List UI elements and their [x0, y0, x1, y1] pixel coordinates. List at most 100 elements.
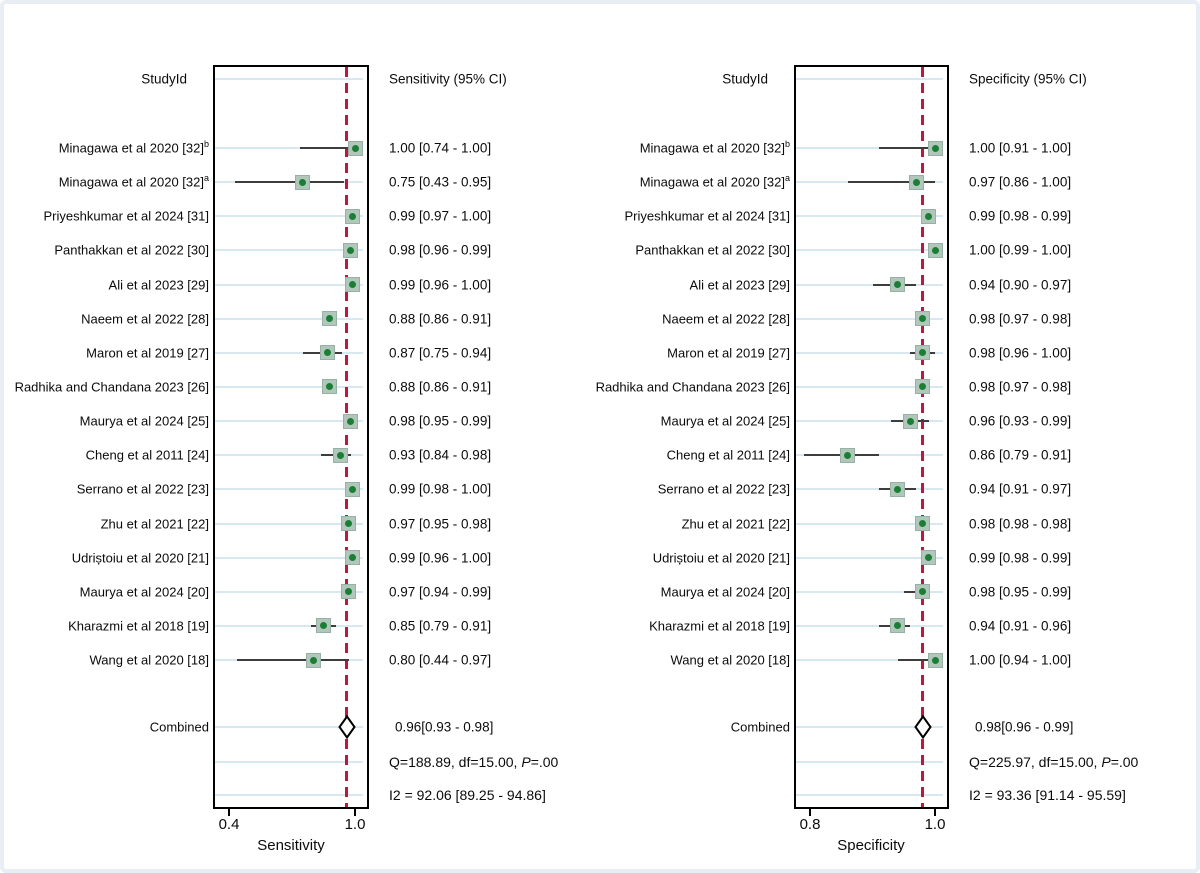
heterogeneity-q-row: Q=188.89, df=15.00, P=.00 — [389, 754, 558, 770]
effect-dot — [326, 383, 334, 391]
study-label: Maurya et al 2024 [25] — [660, 413, 790, 429]
grid-line — [796, 215, 943, 218]
study-label: Maron et al 2019 [27] — [667, 345, 790, 361]
effect-dot — [894, 485, 901, 493]
study-label: Minagawa et al 2020 [32]a — [58, 173, 209, 190]
plot-box — [794, 65, 949, 809]
study-label: Priyeshkumar et al 2024 [31] — [624, 208, 790, 224]
effect-dot — [931, 246, 939, 254]
axis-tick-max — [934, 809, 936, 816]
grid-line — [215, 317, 363, 320]
p-symbol: P — [1101, 754, 1111, 770]
p-value: =.00 — [1110, 754, 1139, 770]
study-label: Zhu et al 2021 [22] — [100, 516, 209, 532]
axis-tick-label-min: 0.8 — [799, 816, 821, 833]
ci-line — [847, 181, 935, 184]
grid-line — [215, 761, 363, 763]
effect-dot — [925, 554, 933, 562]
grid-line — [215, 420, 363, 423]
study-label: Panthakkan et al 2022 [30] — [54, 242, 209, 258]
ci-value: 0.97 [0.94 - 0.99] — [389, 584, 492, 600]
grid-line — [215, 726, 363, 728]
ci-value: 0.93 [0.84 - 0.98] — [389, 447, 492, 463]
ci-value: 1.00 [0.91 - 1.00] — [969, 140, 1072, 156]
study-label: Minagawa et al 2020 [32]b — [639, 139, 790, 156]
combined-diamond — [337, 715, 356, 739]
grid-line — [215, 522, 363, 525]
study-label: Maurya et al 2024 [20] — [79, 584, 209, 600]
ci-value: 0.86 [0.79 - 0.91] — [969, 447, 1072, 463]
study-label-superscript: b — [784, 139, 790, 150]
study-label: Udriștoiu et al 2020 [21] — [71, 550, 209, 566]
grid-line — [796, 794, 943, 796]
ci-line — [237, 659, 349, 662]
grid-line — [215, 488, 363, 491]
effect-dot — [336, 451, 344, 459]
combined-ci-value: 0.98[0.96 - 0.99] — [975, 719, 1074, 735]
study-label: Cheng et al 2011 [24] — [666, 447, 790, 463]
combined-label: Combined — [730, 719, 790, 735]
ci-line — [878, 147, 935, 149]
grid-line — [215, 283, 363, 286]
combined-diamond — [913, 715, 932, 739]
study-label-superscript: a — [784, 173, 790, 184]
study-label: Serrano et al 2022 [23] — [657, 481, 790, 497]
ci-value: 0.87 [0.75 - 0.94] — [389, 345, 492, 361]
ci-value: 0.99 [0.98 - 0.99] — [969, 208, 1072, 224]
plot-box — [213, 65, 369, 809]
effect-dot — [320, 622, 327, 630]
ci-value: 0.94 [0.91 - 0.96] — [969, 618, 1072, 634]
study-label: Maron et al 2019 [27] — [86, 345, 209, 361]
effect-dot — [931, 656, 939, 664]
effect-dot — [299, 178, 306, 186]
study-label: Naeem et al 2022 [28] — [662, 311, 790, 327]
ci-value: 0.98 [0.98 - 0.98] — [969, 516, 1072, 532]
grid-line — [215, 385, 363, 388]
ci-value: 0.75 [0.43 - 0.95] — [389, 174, 492, 190]
axis-tick-max — [354, 809, 356, 816]
grid-line — [215, 215, 363, 218]
grid-line — [796, 249, 943, 252]
ci-value: 0.94 [0.90 - 0.97] — [969, 277, 1072, 293]
axis-tick-label-max: 1.0 — [344, 816, 366, 833]
study-label: Kharazmi et al 2018 [19] — [68, 618, 209, 634]
ci-value: 0.98 [0.95 - 0.99] — [969, 584, 1072, 600]
grid-line — [796, 488, 943, 491]
effect-dot — [345, 520, 353, 528]
grid-line — [796, 78, 943, 80]
effect-dot — [919, 383, 926, 391]
effect-dot — [347, 246, 355, 254]
ci-column-header: Specificity (95% CI) — [969, 71, 1087, 87]
ci-value: 0.80 [0.44 - 0.97] — [389, 652, 492, 668]
grid-line — [215, 249, 363, 252]
axis-tick-min — [809, 809, 811, 816]
effect-dot — [349, 554, 357, 562]
grid-line — [215, 147, 363, 149]
study-label: Minagawa et al 2020 [32]b — [58, 139, 209, 156]
grid-line — [796, 761, 943, 763]
effect-dot — [894, 622, 901, 630]
grid-line — [796, 556, 943, 559]
effect-dot — [919, 349, 926, 357]
effect-dot — [844, 451, 851, 459]
grid-line — [796, 283, 943, 286]
study-label: Priyeshkumar et al 2024 [31] — [43, 208, 209, 224]
axis-title: Sensitivity — [257, 837, 325, 854]
effect-dot — [349, 485, 357, 493]
study-label: Cheng et al 2011 [24] — [85, 447, 209, 463]
ci-value: 0.97 [0.95 - 0.98] — [389, 516, 492, 532]
ci-column-header: Sensitivity (95% CI) — [389, 71, 507, 87]
ci-value: 0.97 [0.86 - 1.00] — [969, 174, 1072, 190]
ci-line — [897, 659, 935, 662]
study-label: Ali et al 2023 [29] — [689, 277, 790, 293]
effect-dot — [349, 212, 357, 220]
effect-dot — [919, 315, 926, 323]
grid-line — [215, 351, 363, 354]
study-label: Serrano et al 2022 [23] — [76, 481, 209, 497]
effect-dot — [906, 417, 914, 425]
combined-ci-value: 0.96[0.93 - 0.98] — [395, 719, 494, 735]
effect-dot — [324, 349, 332, 357]
ci-value: 0.85 [0.79 - 0.91] — [389, 618, 492, 634]
axis-tick-min — [228, 809, 230, 816]
